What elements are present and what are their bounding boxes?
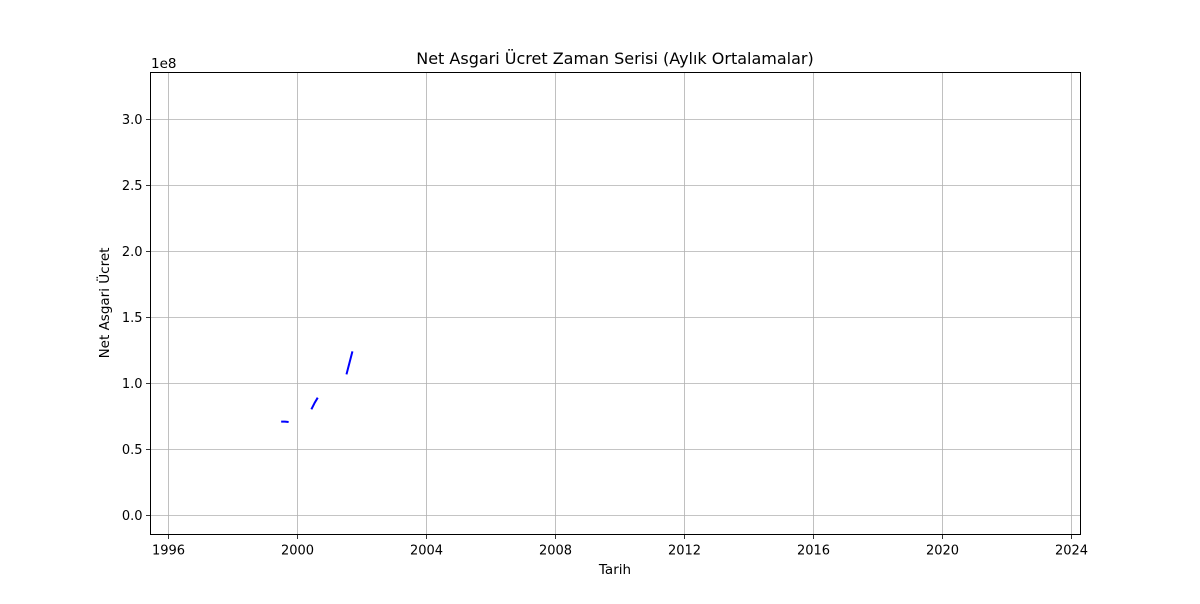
x-tick-label: 1996 [152, 544, 185, 559]
x-tick-label: 2012 [668, 544, 701, 559]
x-tick-label: 2016 [797, 544, 830, 559]
y-axis-offset-label: 1e8 [151, 56, 176, 72]
x-axis-label: Tarih [598, 562, 631, 578]
x-tick-label: 2008 [539, 544, 572, 559]
chart-title: Net Asgari Ücret Zaman Serisi (Aylık Ort… [416, 49, 814, 68]
y-tick-label: 0.5 [122, 443, 143, 458]
x-tick-label: 2000 [281, 544, 314, 559]
y-tick-label: 1.0 [122, 377, 143, 392]
x-tick-label: 2004 [410, 544, 443, 559]
x-tick-label: 2024 [1055, 544, 1088, 559]
y-tick-label: 2.0 [122, 245, 143, 260]
y-tick-label: 0.0 [122, 509, 143, 524]
x-tick-label: 2020 [926, 544, 959, 559]
y-tick-label: 1.5 [122, 311, 143, 326]
y-axis-label: Net Asgari Ücret [95, 248, 113, 359]
y-tick-label: 3.0 [122, 113, 143, 128]
y-tick-label: 2.5 [122, 179, 143, 194]
